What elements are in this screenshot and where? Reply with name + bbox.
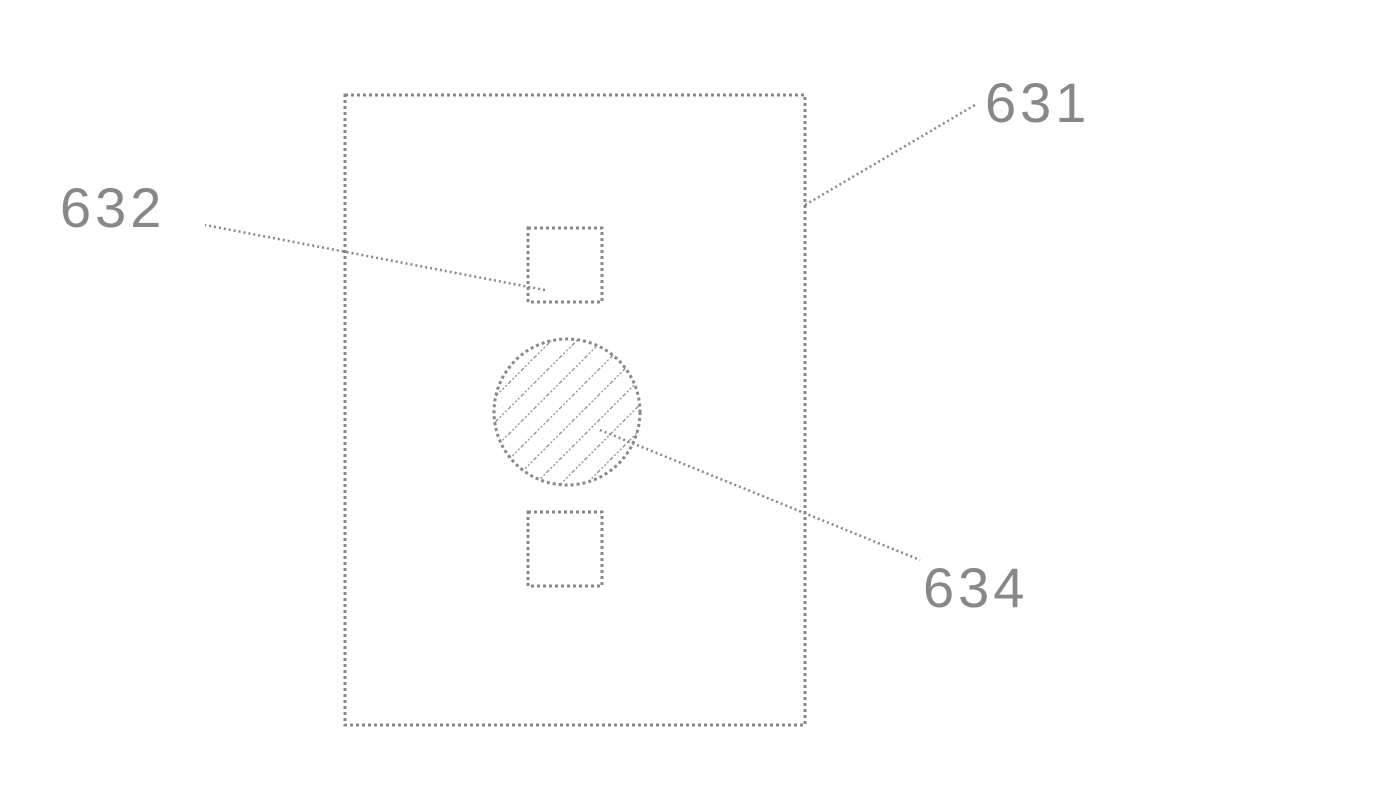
technical-diagram: 631 632 634 <box>0 0 1400 800</box>
leader-lines <box>205 105 975 560</box>
label-632: 632 <box>60 175 165 240</box>
leader-631 <box>805 105 975 205</box>
leader-634 <box>600 430 920 560</box>
top-square <box>528 228 602 302</box>
leader-632 <box>205 225 545 290</box>
label-631: 631 <box>985 70 1090 135</box>
label-634: 634 <box>923 555 1028 620</box>
bottom-square <box>528 512 602 586</box>
hatched-circle <box>494 339 640 485</box>
diagram-svg <box>0 0 1400 800</box>
